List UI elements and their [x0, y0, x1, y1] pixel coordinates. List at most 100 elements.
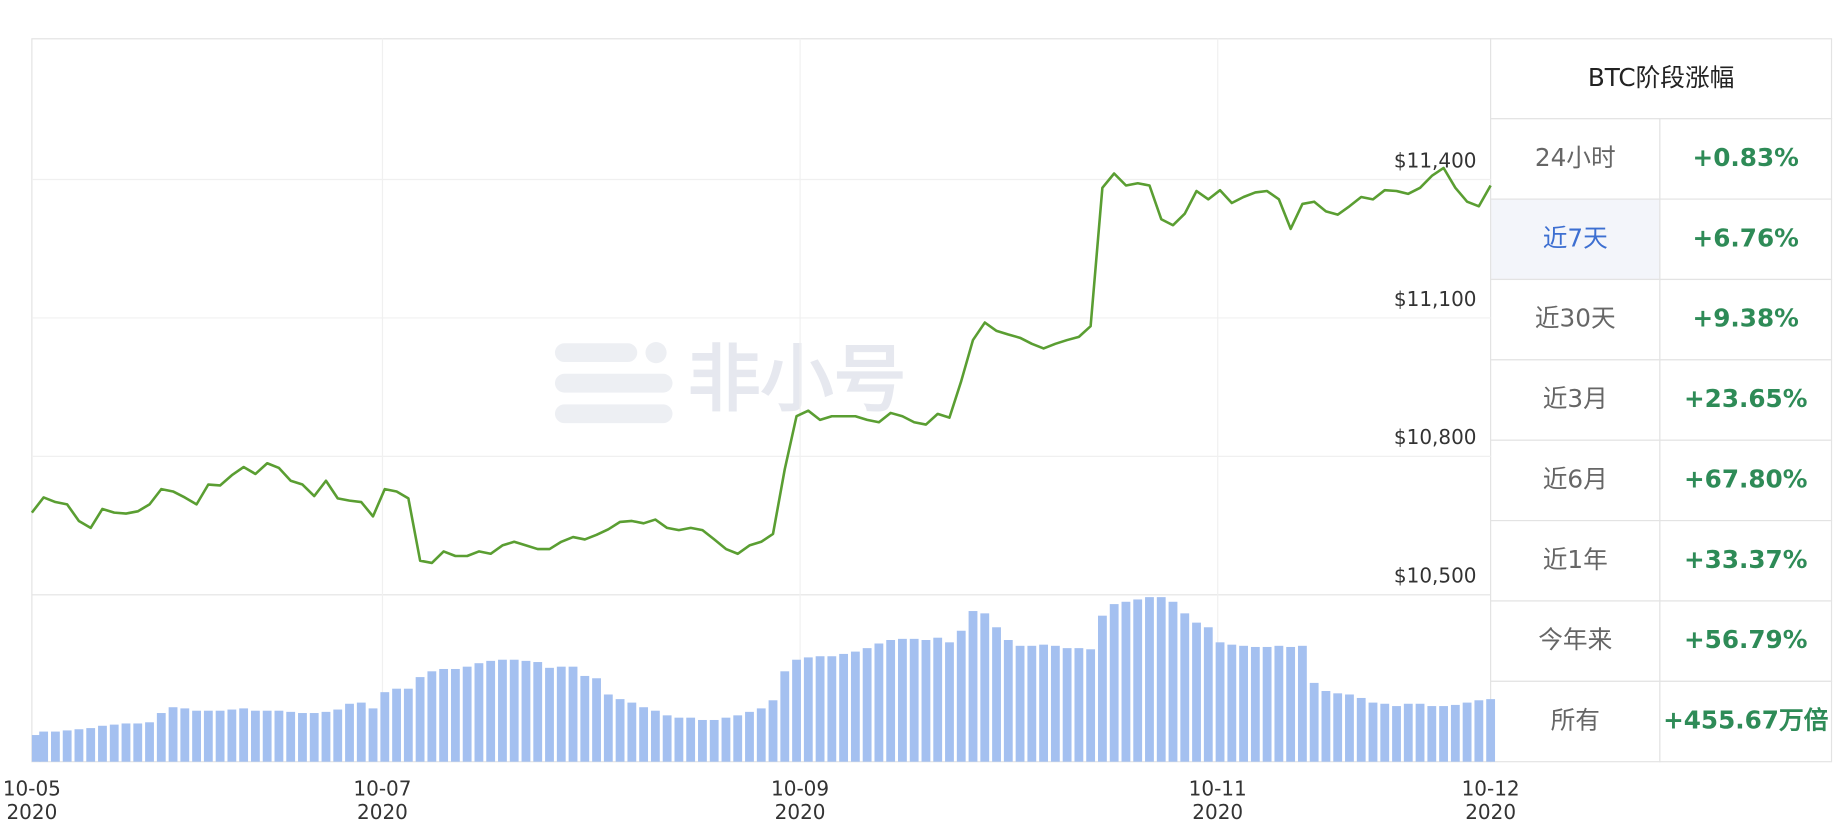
- x-tick-year: 2020: [357, 800, 408, 824]
- volume-bar: [1392, 706, 1401, 762]
- volume-bar: [792, 659, 801, 762]
- table-value-cell: [1659, 600, 1833, 682]
- volume-bar: [533, 662, 543, 762]
- volume-bar: [933, 637, 943, 762]
- volume-bar: [1168, 601, 1178, 762]
- volume-bar: [662, 715, 672, 762]
- volume-bar: [1380, 703, 1390, 762]
- volume-bar: [1121, 601, 1131, 762]
- volume-bar: [1097, 615, 1107, 762]
- volume-bar: [1274, 645, 1284, 762]
- volume-bar: [1486, 699, 1496, 762]
- volume-bar: [427, 671, 437, 762]
- period-change: +455.67万倍: [1663, 706, 1829, 735]
- volume-bar: [1450, 704, 1460, 762]
- volume-bar: [1015, 645, 1025, 762]
- volume-bar: [498, 659, 507, 762]
- volume-bar: [192, 710, 201, 762]
- table-value-cell: [1659, 278, 1833, 361]
- volume-bar: [945, 642, 954, 762]
- volume-bar: [1156, 597, 1166, 762]
- volume-bar: [898, 638, 907, 762]
- x-tick-year: 2020: [775, 800, 826, 824]
- volume-bar: [815, 656, 825, 762]
- volume-bar: [474, 663, 484, 762]
- period-label: 近6月: [1543, 464, 1608, 493]
- volume-bar: [333, 709, 343, 762]
- volume-bar: [509, 659, 519, 762]
- y-tick-label: $10,500: [1394, 564, 1477, 588]
- volume-bar: [156, 713, 166, 762]
- volume-bar: [1309, 682, 1319, 762]
- volume-bar: [686, 717, 696, 762]
- volume-bar: [1203, 627, 1213, 762]
- x-tick-label: 10-12: [1462, 776, 1520, 800]
- volume-bar: [1227, 644, 1237, 762]
- volume-bar: [839, 653, 849, 762]
- table-value-cell: [1659, 359, 1833, 441]
- volume-bar: [674, 717, 684, 762]
- volume-bar: [462, 666, 472, 762]
- volume-bar: [615, 699, 625, 762]
- volume-bar: [50, 731, 60, 762]
- volume-bar: [145, 722, 154, 762]
- volume-bar: [1145, 597, 1154, 762]
- volume-bar: [956, 630, 966, 762]
- volume-bar: [850, 651, 860, 762]
- volume-bar: [1286, 646, 1296, 762]
- volume-bar: [1027, 645, 1037, 762]
- volume-bar: [1333, 693, 1343, 762]
- volume-bar: [1003, 640, 1013, 762]
- volume-bar: [1415, 703, 1425, 762]
- volume-bar: [1262, 646, 1272, 762]
- y-tick-label: $11,400: [1394, 148, 1477, 172]
- volume-bar: [1086, 649, 1096, 762]
- volume-bar: [403, 688, 413, 762]
- volume-bar: [1062, 648, 1072, 762]
- volume-bar: [592, 678, 601, 762]
- volume-bar: [74, 729, 84, 762]
- volume-bar: [450, 668, 460, 762]
- volume-bar: [39, 731, 49, 762]
- table-value-cell: [1659, 198, 1833, 281]
- volume-bar: [1297, 645, 1307, 762]
- volume-bar: [1239, 645, 1248, 762]
- volume-bar: [1439, 706, 1448, 762]
- volume-bar: [227, 709, 237, 762]
- volume-bar: [639, 707, 649, 762]
- volume-bar: [1356, 697, 1366, 762]
- volume-bar: [1180, 613, 1190, 762]
- volume-bar: [86, 728, 96, 762]
- volume-bar: [262, 710, 272, 762]
- period-label: 近7天: [1543, 223, 1608, 252]
- watermark: 非小号: [688, 337, 907, 422]
- volume-bar: [1403, 703, 1413, 762]
- volume-bar: [1192, 622, 1201, 762]
- volume-bar: [827, 656, 837, 762]
- volume-bar: [380, 692, 390, 762]
- volume-bar: [133, 723, 143, 762]
- table-header: [1490, 38, 1833, 120]
- volume-bar: [345, 703, 354, 762]
- x-tick-label: 10-07: [353, 776, 411, 800]
- volume-bar: [521, 660, 531, 762]
- volume-bar: [1250, 646, 1260, 762]
- price-line: [30, 166, 1492, 565]
- volume-bar: [780, 671, 790, 762]
- volume-bar: [109, 724, 119, 762]
- volume-bar: [368, 708, 378, 762]
- volume-bar: [415, 677, 425, 762]
- volume-bar: [1133, 599, 1143, 762]
- table-label-cell: [1490, 278, 1661, 361]
- period-change: +9.38%: [1693, 304, 1799, 333]
- period-change: +23.65%: [1684, 384, 1807, 413]
- volume-bar: [309, 713, 319, 762]
- table-label-cell: [1490, 198, 1661, 281]
- volume-bar: [203, 710, 213, 762]
- period-change: +56.79%: [1684, 625, 1807, 654]
- volume-bar: [250, 710, 260, 762]
- volume-bar: [1368, 702, 1378, 762]
- volume-bar: [745, 711, 754, 762]
- volume-bar: [862, 648, 872, 762]
- period-change: +0.83%: [1693, 143, 1799, 172]
